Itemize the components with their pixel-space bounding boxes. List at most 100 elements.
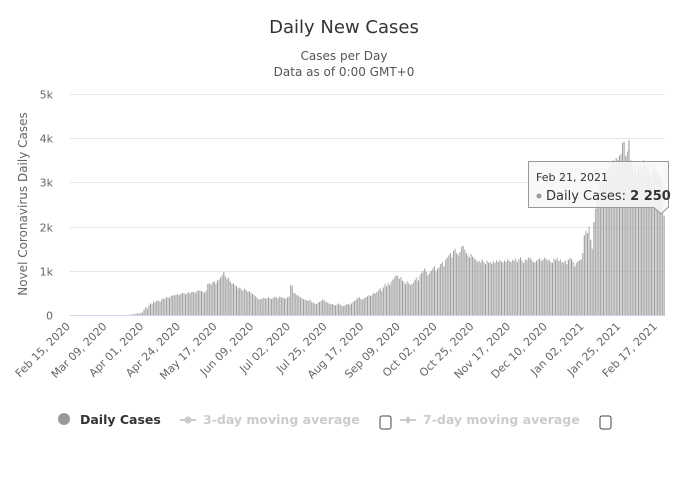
bar-daily-cases[interactable]	[448, 255, 450, 315]
bar-daily-cases[interactable]	[663, 215, 665, 315]
bar-daily-cases[interactable]	[460, 246, 463, 315]
bar-daily-cases[interactable]	[330, 304, 332, 315]
bar-daily-cases[interactable]	[540, 261, 542, 315]
bar-daily-cases[interactable]	[228, 277, 230, 315]
bar-daily-cases[interactable]	[553, 258, 555, 315]
bar-daily-cases[interactable]	[363, 298, 365, 315]
bar-daily-cases[interactable]	[521, 261, 523, 315]
bar-daily-cases[interactable]	[151, 304, 153, 315]
bar-daily-cases[interactable]	[354, 300, 356, 315]
bar-daily-cases[interactable]	[526, 260, 528, 315]
bar-daily-cases[interactable]	[625, 155, 627, 315]
bar-daily-cases[interactable]	[333, 304, 335, 315]
bar-daily-cases[interactable]	[202, 292, 204, 315]
bar-daily-cases[interactable]	[459, 252, 461, 315]
bar-daily-cases[interactable]	[647, 166, 649, 315]
bar-daily-cases[interactable]	[154, 302, 156, 315]
bar-daily-cases[interactable]	[389, 284, 391, 315]
bar-daily-cases[interactable]	[620, 153, 622, 315]
bar-daily-cases[interactable]	[468, 257, 471, 315]
bar-daily-cases[interactable]	[326, 302, 329, 315]
bar-daily-cases[interactable]	[259, 299, 262, 315]
bar-daily-cases[interactable]	[612, 160, 614, 315]
bar-daily-cases[interactable]	[438, 267, 440, 315]
bar-daily-cases[interactable]	[310, 301, 313, 315]
bar-daily-cases[interactable]	[630, 160, 632, 315]
bar-daily-cases[interactable]	[156, 300, 158, 315]
bar-daily-cases[interactable]	[272, 297, 274, 315]
bar-daily-cases[interactable]	[456, 253, 458, 315]
bar-daily-cases[interactable]	[556, 257, 558, 315]
bar-daily-cases[interactable]	[304, 299, 306, 315]
bar-daily-cases[interactable]	[338, 303, 340, 315]
bar-daily-cases[interactable]	[387, 283, 389, 315]
bar-daily-cases[interactable]	[609, 166, 611, 315]
bar-daily-cases[interactable]	[293, 292, 295, 315]
bar-daily-cases[interactable]	[250, 292, 252, 315]
bar-daily-cases[interactable]	[478, 261, 480, 315]
bar-daily-cases[interactable]	[582, 253, 584, 315]
bar-daily-cases[interactable]	[188, 292, 190, 315]
bar-daily-cases[interactable]	[400, 276, 402, 315]
bar-daily-cases[interactable]	[594, 208, 597, 315]
bar-daily-cases[interactable]	[369, 295, 372, 315]
bar-daily-cases[interactable]	[406, 281, 408, 315]
bar-daily-cases[interactable]	[371, 294, 373, 315]
bar-daily-cases[interactable]	[167, 296, 169, 315]
bar-daily-cases[interactable]	[513, 260, 515, 315]
bar-daily-cases[interactable]	[266, 298, 268, 315]
bar-daily-cases[interactable]	[457, 255, 459, 315]
bar-daily-cases[interactable]	[645, 169, 648, 315]
bar-daily-cases[interactable]	[644, 164, 646, 315]
bar-daily-cases[interactable]	[204, 292, 206, 315]
bar-daily-cases[interactable]	[256, 298, 258, 315]
bar-daily-cases[interactable]	[315, 303, 317, 315]
bar-daily-cases[interactable]	[301, 298, 303, 315]
bar-daily-cases[interactable]	[346, 304, 348, 315]
bar-daily-cases[interactable]	[191, 292, 193, 315]
bar-daily-cases[interactable]	[604, 173, 606, 315]
bar-daily-cases[interactable]	[312, 302, 314, 315]
bar-daily-cases[interactable]	[602, 177, 605, 315]
bar-daily-cases[interactable]	[267, 297, 270, 315]
bar-daily-cases[interactable]	[143, 309, 145, 315]
bar-daily-cases[interactable]	[451, 257, 453, 315]
bar-daily-cases[interactable]	[599, 182, 601, 315]
bar-daily-cases[interactable]	[397, 276, 399, 315]
bar-daily-cases[interactable]	[169, 297, 171, 315]
legend-item-daily-cases[interactable]: Daily Cases	[58, 412, 161, 427]
bar-daily-cases[interactable]	[585, 231, 587, 315]
bar-daily-cases[interactable]	[436, 268, 439, 315]
bar-daily-cases[interactable]	[377, 290, 380, 315]
bar-daily-cases[interactable]	[591, 248, 593, 315]
bar-daily-cases[interactable]	[282, 297, 284, 315]
bar-daily-cases[interactable]	[248, 291, 250, 315]
bar-daily-cases[interactable]	[161, 299, 163, 315]
bar-daily-cases[interactable]	[535, 260, 538, 315]
bar-daily-cases[interactable]	[422, 270, 424, 315]
bar-daily-cases[interactable]	[320, 300, 322, 315]
bar-daily-cases[interactable]	[475, 259, 477, 315]
bar-daily-cases[interactable]	[583, 235, 585, 315]
bar-daily-cases[interactable]	[596, 200, 598, 315]
bar-daily-cases[interactable]	[393, 277, 396, 315]
bar-daily-cases[interactable]	[429, 273, 431, 315]
bar-daily-cases[interactable]	[231, 284, 233, 315]
bar-daily-cases[interactable]	[593, 222, 595, 315]
bar-daily-cases[interactable]	[590, 239, 592, 315]
bar-daily-cases[interactable]	[505, 261, 507, 315]
bar-daily-cases[interactable]	[419, 275, 421, 315]
bar-daily-cases[interactable]	[189, 293, 191, 315]
bar-daily-cases[interactable]	[287, 297, 289, 315]
bar-daily-cases[interactable]	[510, 261, 512, 315]
bar-daily-cases[interactable]	[263, 297, 265, 315]
legend-item-3-day-moving-average[interactable]: 3-day moving average	[180, 412, 360, 427]
bar-daily-cases[interactable]	[484, 264, 486, 315]
bar-daily-cases[interactable]	[175, 294, 177, 315]
bar-daily-cases[interactable]	[408, 283, 410, 315]
bar-daily-cases[interactable]	[577, 261, 579, 315]
bar-daily-cases[interactable]	[299, 297, 301, 315]
bar-daily-cases[interactable]	[224, 276, 226, 315]
bar-daily-cases[interactable]	[494, 262, 496, 315]
bar-daily-cases[interactable]	[381, 291, 383, 315]
